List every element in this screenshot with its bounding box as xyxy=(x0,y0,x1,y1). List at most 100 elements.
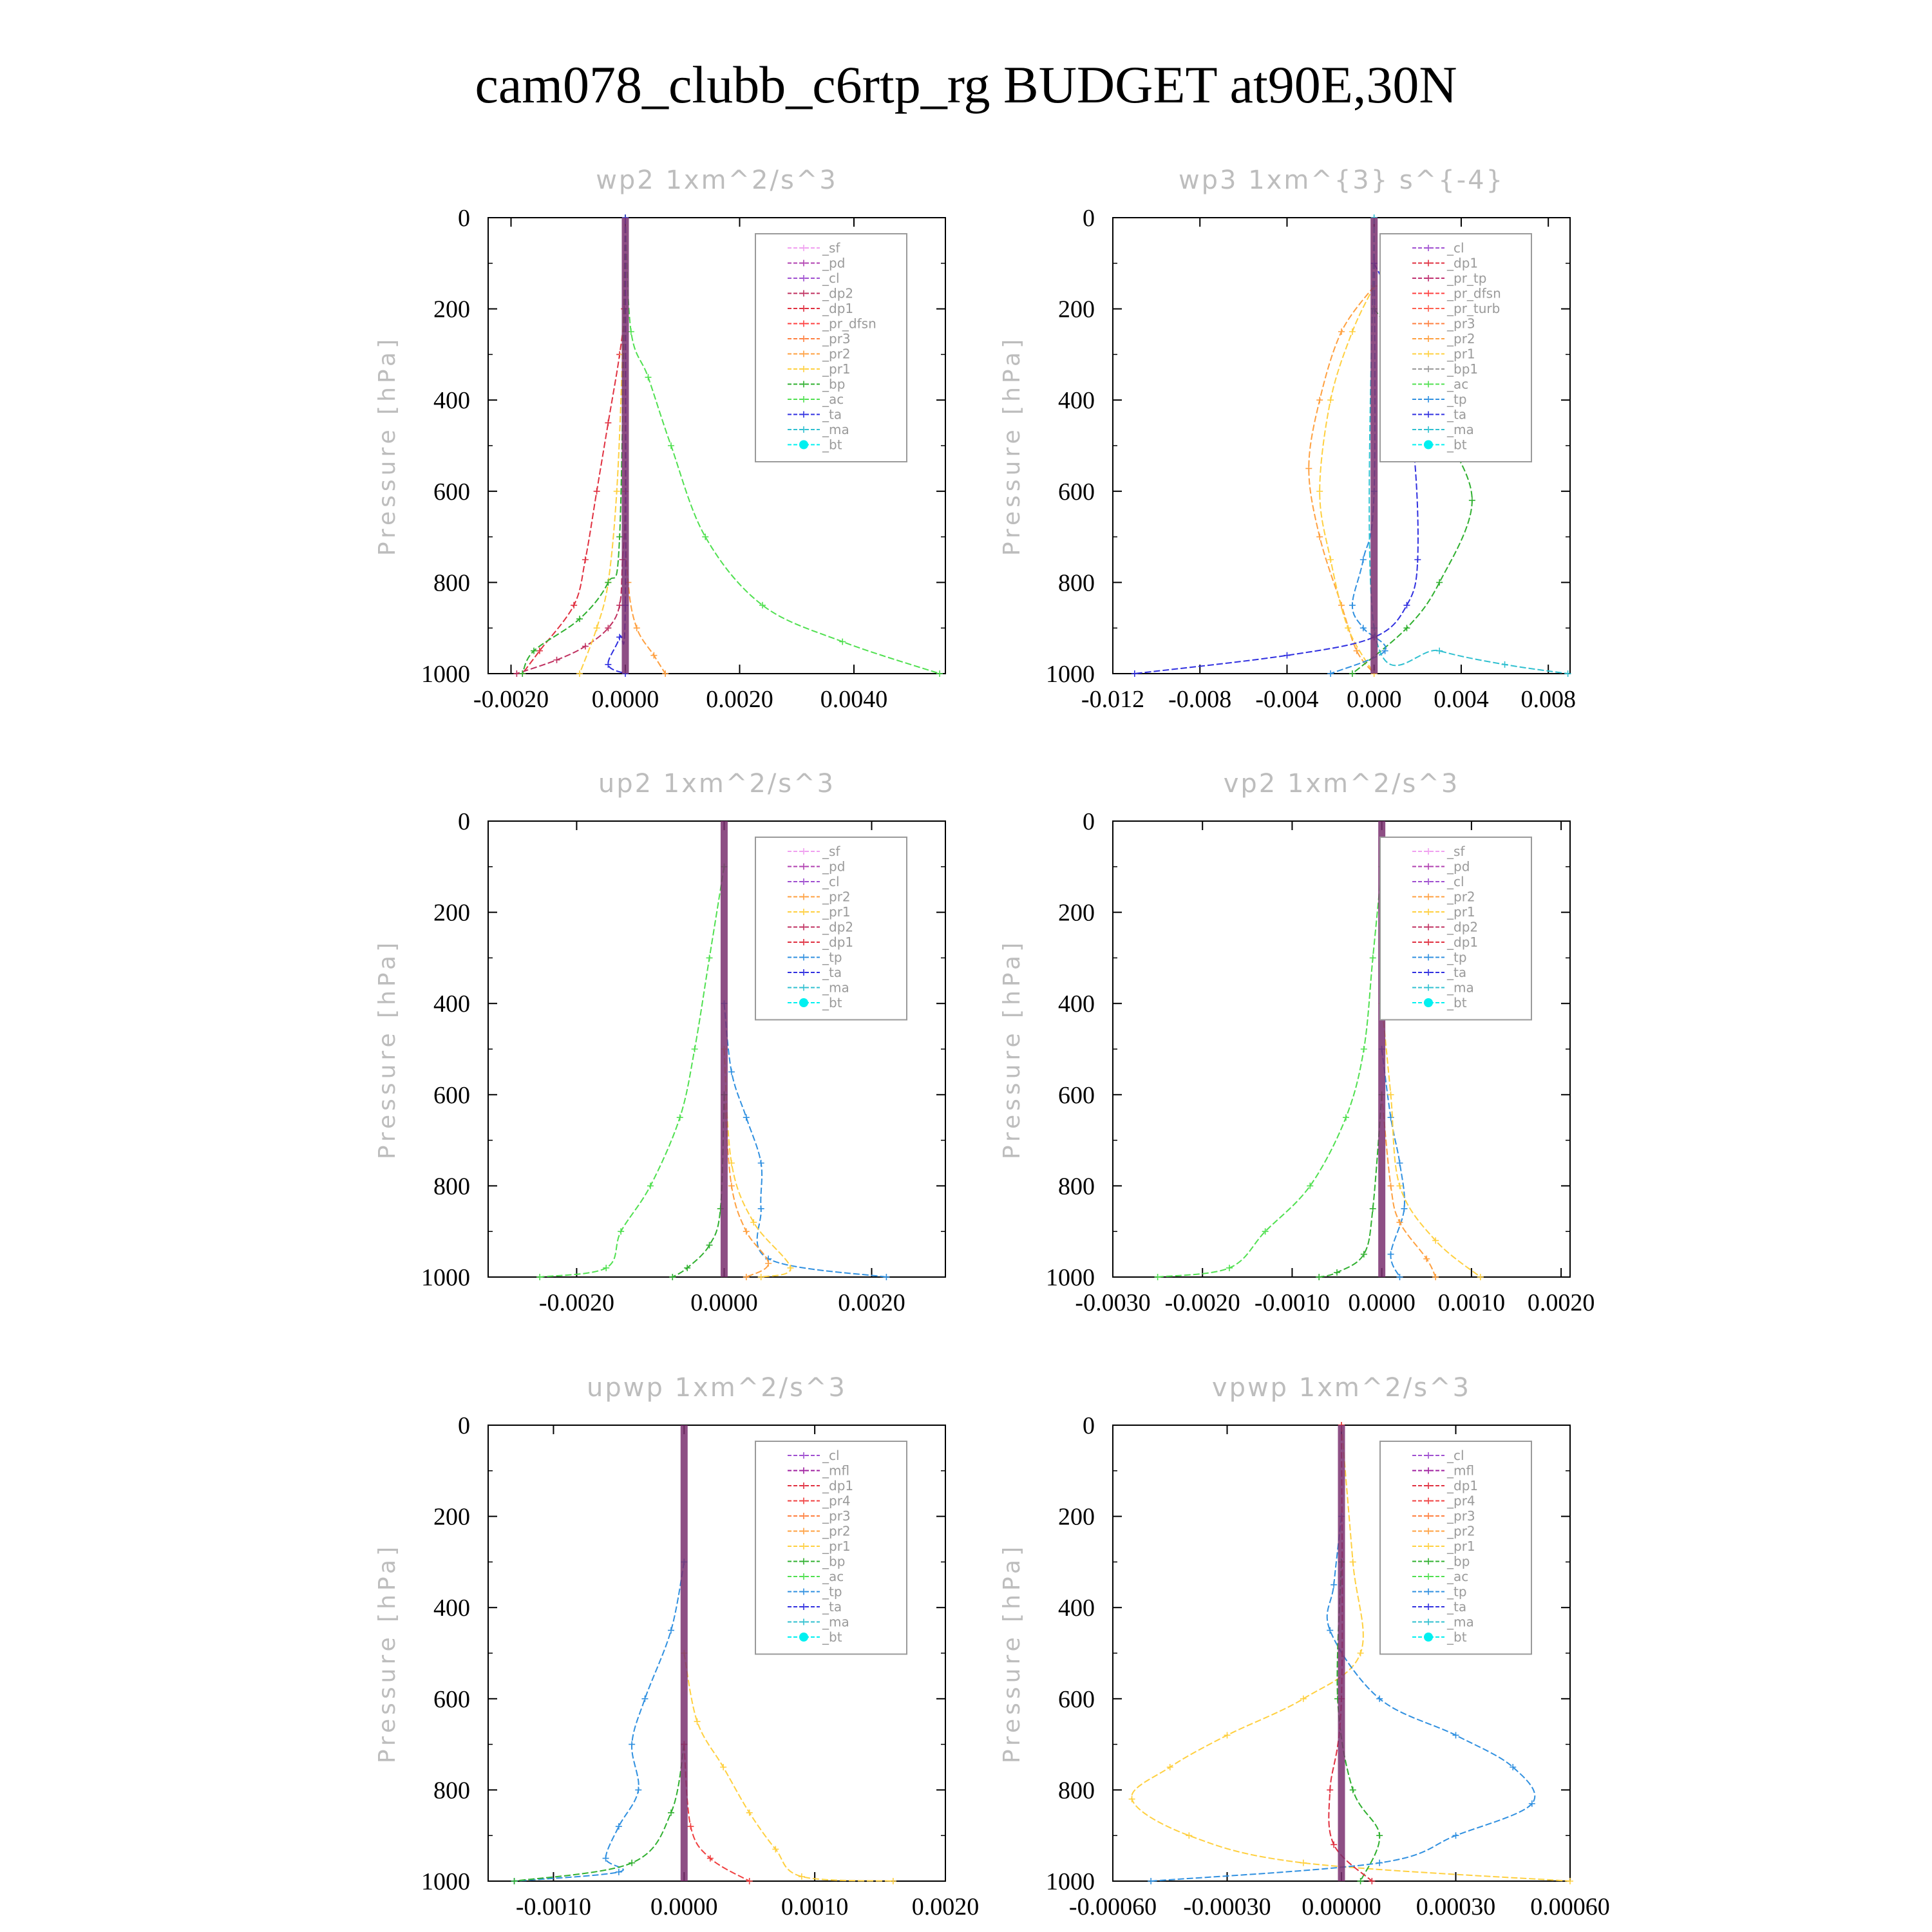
legend-label: _pr2 xyxy=(1446,1524,1475,1539)
legend-marker xyxy=(1425,1573,1432,1580)
y-tick-label: 600 xyxy=(433,1686,470,1713)
series-point-dp2 xyxy=(582,643,589,650)
chart-panel-6: vpwp 1xm^2/s^3 Pressure [hPa] 0 200 400 600 80… xyxy=(999,1373,1610,1920)
series-point-pr2 xyxy=(1423,1255,1430,1262)
series-point-ac xyxy=(627,328,634,335)
series-point-ma xyxy=(1436,647,1443,654)
x-tick-label: 0.0000 xyxy=(650,1893,718,1920)
legend-marker xyxy=(1425,1528,1432,1535)
x-tick-label: 0.0010 xyxy=(781,1893,849,1920)
legend-label: _pr1 xyxy=(1446,346,1475,362)
series-point-pr1 xyxy=(1166,1764,1173,1770)
y-tick-label: 800 xyxy=(433,1777,470,1804)
series-point-tp xyxy=(1376,1859,1383,1866)
y-tick-label: 800 xyxy=(1058,569,1095,596)
legend-marker xyxy=(1425,381,1432,388)
series-point-bp xyxy=(616,533,623,540)
series-point-dp1 xyxy=(618,1228,625,1235)
y-tick-label: 400 xyxy=(1058,1595,1095,1622)
legend-marker xyxy=(799,1633,808,1642)
legend-marker xyxy=(1424,440,1433,450)
series-line-bp xyxy=(522,217,626,674)
legend-marker xyxy=(800,381,807,388)
legend-marker xyxy=(800,893,807,900)
legend-marker xyxy=(1425,290,1432,297)
series-point-pr2 xyxy=(728,1182,735,1189)
legend-label: _bt xyxy=(822,437,842,453)
legend-label: _dp1 xyxy=(822,1478,853,1493)
series-point-pr1 xyxy=(1477,1274,1484,1280)
series-point-pr1 xyxy=(757,1274,764,1280)
legend-label: _ta xyxy=(1446,965,1466,980)
legend-marker xyxy=(800,1528,807,1535)
chart-panel-4: vp2 1xm^2/s^3 Pressure [hPa] 0 200 400 600 800… xyxy=(999,769,1595,1316)
chart-panel-2: wp3 1xm^{3} s^{-4} Pressure [hPa] 0 200 400 6… xyxy=(999,166,1576,713)
series-point-pr2 xyxy=(1338,328,1345,335)
y-tick-label: 600 xyxy=(1058,1082,1095,1109)
series-point-ta xyxy=(1414,556,1421,563)
series-point-tp xyxy=(1510,1764,1517,1770)
legend-label: _pr3 xyxy=(1446,316,1475,332)
x-tick-label: 0.0010 xyxy=(1438,1289,1506,1316)
series-line-pr1 xyxy=(1319,285,1375,674)
legend-marker xyxy=(800,411,807,418)
series-point-ma xyxy=(1564,670,1571,677)
x-tick-label: 0.0020 xyxy=(912,1893,980,1920)
series-point-ac xyxy=(839,638,846,645)
legend-label: _dp1 xyxy=(1446,934,1478,950)
series-point-tp xyxy=(615,1868,622,1875)
x-tick-label: 0.00000 xyxy=(1302,1893,1381,1920)
series-line-pr2 xyxy=(1308,285,1375,674)
series-point-bp1 xyxy=(1403,625,1410,632)
legend-label: _pr2 xyxy=(822,889,851,905)
series-point-bp xyxy=(576,616,583,623)
legend-marker xyxy=(1425,320,1432,327)
series-point-dp1 xyxy=(603,1264,610,1271)
legend-label: _pr_dfsn xyxy=(822,316,876,332)
legend-label: _pr2 xyxy=(822,1524,851,1539)
legend-marker xyxy=(800,1497,807,1504)
legend-marker xyxy=(800,984,807,991)
series-point-dp1 xyxy=(706,954,713,961)
x-tick-label: -0.0010 xyxy=(1255,1289,1330,1316)
y-tick-label: 400 xyxy=(1058,387,1095,414)
legend-label: _tp xyxy=(1446,950,1467,965)
legend-marker xyxy=(800,909,807,915)
legend-marker xyxy=(800,954,807,961)
y-tick-label: 200 xyxy=(433,296,470,323)
series-point-bp xyxy=(531,647,537,654)
legend-label: _pr2 xyxy=(822,346,851,362)
series-point-dp2 xyxy=(605,625,612,632)
series-point-bp xyxy=(668,1809,674,1816)
legend-box xyxy=(1379,233,1532,462)
series-line-bp xyxy=(514,1744,685,1882)
legend-label: _ta xyxy=(822,965,842,980)
series-point-dp1 xyxy=(1360,1046,1367,1052)
series-point-tp xyxy=(1452,1832,1459,1839)
legend-marker xyxy=(800,923,807,931)
legend-label: _bt xyxy=(1446,1629,1467,1645)
series-point-pr1 xyxy=(1396,1182,1403,1189)
x-tick-label: -0.0020 xyxy=(1165,1289,1240,1316)
series-point-dp1 xyxy=(1226,1264,1233,1271)
panel-title: upwp 1xm^2/s^3 xyxy=(587,1373,847,1403)
legend-label: _ma xyxy=(1446,980,1474,996)
legend-label: _ma xyxy=(822,422,849,437)
legend-marker xyxy=(800,366,807,372)
series-point-tp xyxy=(635,1786,642,1794)
series-point-dp1 xyxy=(536,1274,544,1280)
series-point-tp xyxy=(1148,1878,1155,1884)
series-line-dp1 xyxy=(522,217,626,674)
series-point-dp1 xyxy=(647,1182,654,1189)
series-point-pr1 xyxy=(1316,488,1323,495)
y-tick-label: 400 xyxy=(433,990,470,1018)
series-point-dp1 xyxy=(536,647,543,654)
legend-marker xyxy=(1425,366,1432,372)
legend-label: _pr_dfsn xyxy=(1446,286,1501,301)
series-point-pr2 xyxy=(1316,533,1323,540)
x-tick-label: 0.004 xyxy=(1434,686,1489,713)
series-point-pr1 xyxy=(1300,1695,1307,1702)
series-point-pr1 xyxy=(1432,1237,1439,1244)
series-point-pr1 xyxy=(576,670,583,677)
